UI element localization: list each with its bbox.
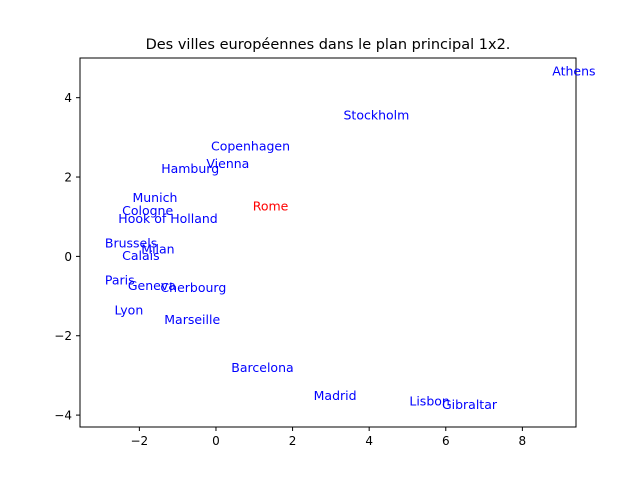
point-label: Hook of Holland [118, 211, 217, 226]
point-label: Rome [253, 198, 289, 213]
point-label: Lisbon [409, 393, 449, 408]
point-label: Munich [132, 190, 177, 205]
point-label: Milan [141, 242, 174, 257]
point-label: Stockholm [344, 108, 410, 123]
x-tick-label: 4 [365, 434, 373, 448]
y-tick-label: −4 [54, 409, 72, 423]
y-tick-label: 0 [64, 250, 72, 264]
point-label: Cologne [122, 203, 173, 218]
chart-title: Des villes européennes dans le plan prin… [146, 37, 511, 53]
point-label: Athens [552, 64, 595, 79]
y-tick-label: 2 [64, 171, 72, 185]
x-tick-label: 2 [289, 434, 297, 448]
y-tick-label: 4 [64, 91, 72, 105]
point-label: Barcelona [231, 360, 293, 375]
plot-frame [79, 57, 577, 428]
y-tick-label: −2 [54, 329, 72, 343]
point-label: Geneva [128, 278, 176, 293]
point-label: Brussels [105, 235, 157, 250]
point-label: Paris [105, 273, 135, 288]
point-label: Cherbourg [160, 280, 226, 295]
point-label: Copenhagen [211, 139, 290, 154]
point-label: Madrid [314, 388, 357, 403]
x-tick-label: 6 [442, 434, 450, 448]
point-label: Lyon [114, 302, 143, 317]
point-label: Calais [122, 248, 160, 263]
x-tick-label: 0 [212, 434, 220, 448]
point-label: Hamburg [161, 161, 219, 176]
point-label: Marseille [164, 312, 220, 327]
x-tick-label: −2 [131, 434, 149, 448]
point-label: Gibraltar [442, 397, 498, 412]
x-tick-label: 8 [519, 434, 527, 448]
point-label: Vienna [206, 156, 249, 171]
axes: −2 0 2 4 6 8 −4 −2 0 2 4 [54, 57, 577, 448]
